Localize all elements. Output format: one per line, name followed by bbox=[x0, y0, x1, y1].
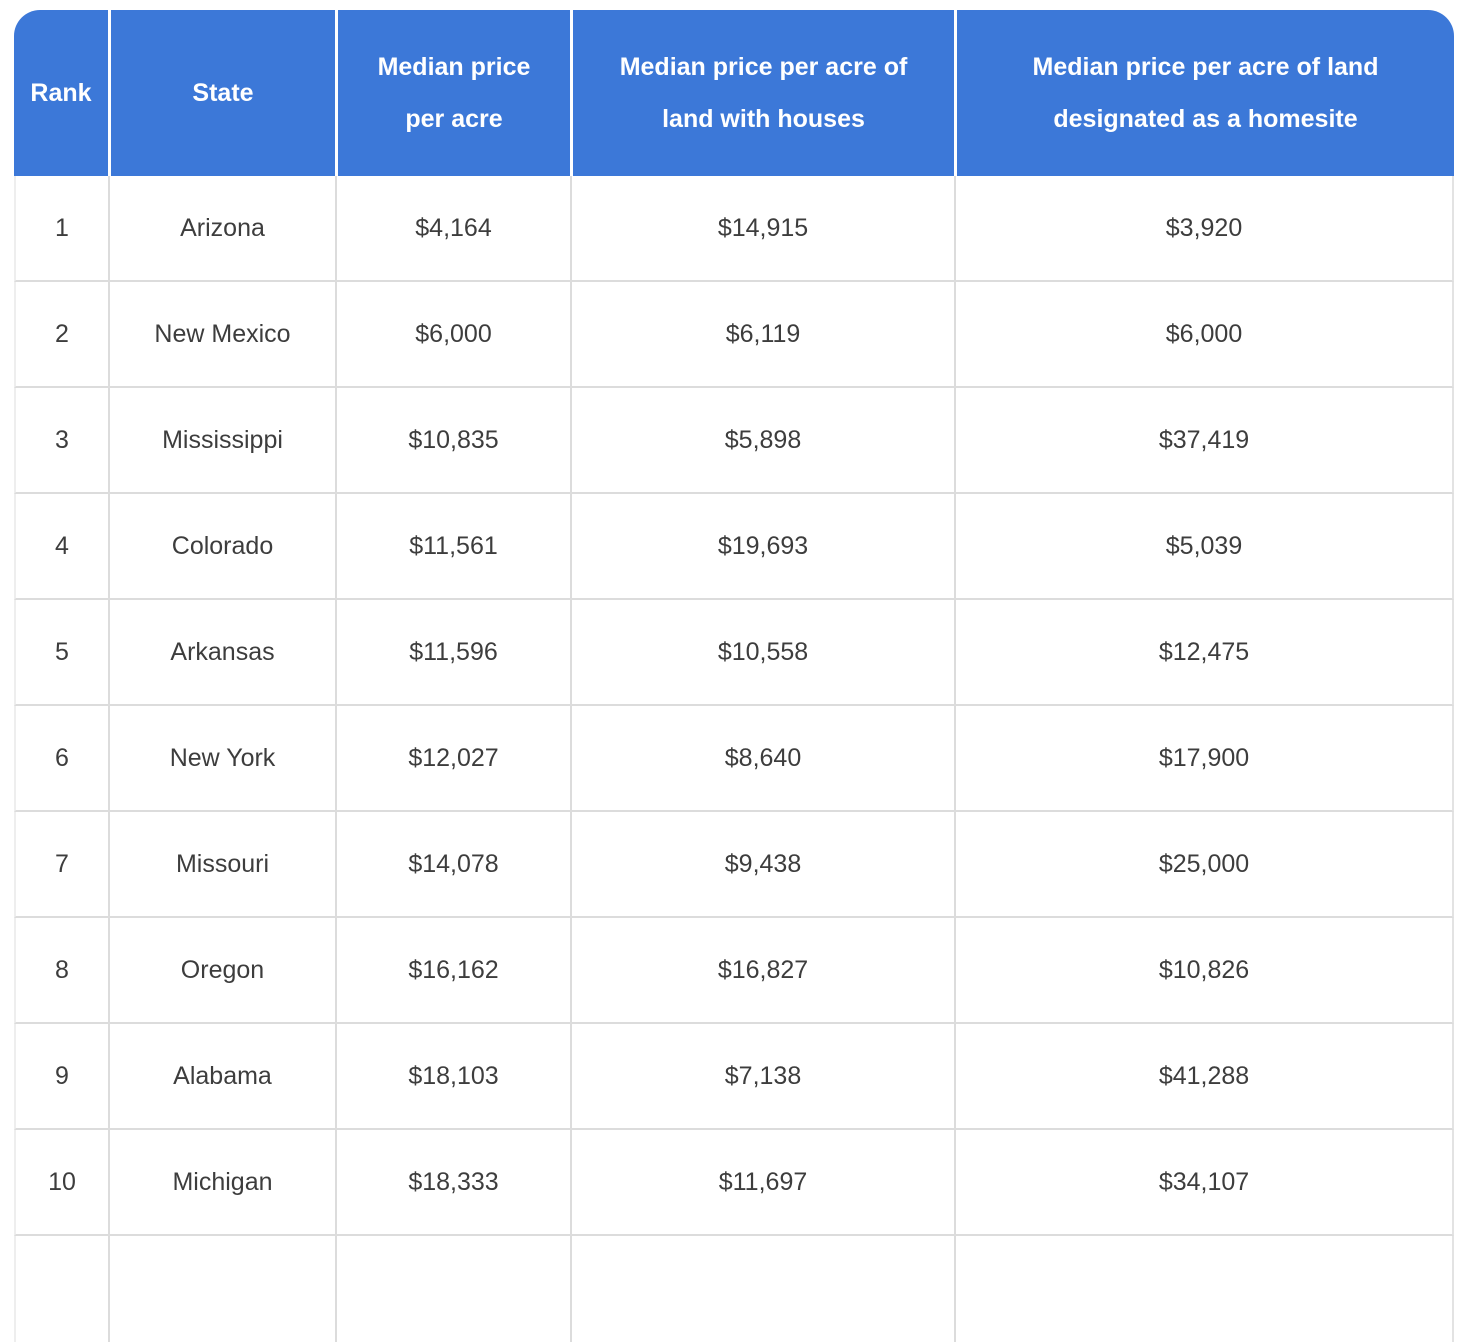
table-row: 4 Colorado $11,561 $19,693 $5,039 bbox=[14, 494, 1454, 600]
col-header-rank-label: Rank bbox=[30, 79, 92, 107]
cell-state: Alabama bbox=[108, 1024, 335, 1130]
col-header-median-price-line2: per acre bbox=[405, 105, 503, 133]
land-price-table: Rank State Median price per acre Median … bbox=[14, 10, 1454, 1342]
table-container: Rank State Median price per acre Median … bbox=[14, 10, 1454, 1342]
table-row: 5 Arkansas $11,596 $10,558 $12,475 bbox=[14, 600, 1454, 706]
cell-median-price-per-acre: $18,103 bbox=[335, 1024, 570, 1130]
cell-rank: 6 bbox=[14, 706, 108, 812]
cell-rank: 8 bbox=[14, 918, 108, 1024]
table-row: 10 Michigan $18,333 $11,697 $34,107 bbox=[14, 1130, 1454, 1236]
cell-median-price-per-acre: $18,333 bbox=[335, 1130, 570, 1236]
col-header-homesite-line1: Median price per acre of land bbox=[1032, 53, 1379, 81]
cell-state: New Mexico bbox=[108, 282, 335, 388]
cell-price-homesite: $12,475 bbox=[954, 600, 1454, 706]
table-body: 1 Arizona $4,164 $14,915 $3,920 2 New Mexico $6… bbox=[14, 176, 1454, 1342]
cell-price-homesite: $25,000 bbox=[954, 812, 1454, 918]
col-header-median-price-line1: Median price bbox=[377, 53, 531, 81]
col-header-median-price-per-acre: Median price per acre bbox=[335, 10, 570, 176]
cell-state: Mississippi bbox=[108, 388, 335, 494]
table-row: 3 Mississippi $10,835 $5,898 $37,419 bbox=[14, 388, 1454, 494]
col-header-price-land-with-houses: Median price per acre of land with house… bbox=[570, 10, 954, 176]
cell-median-price-per-acre: $16,162 bbox=[335, 918, 570, 1024]
cell-price-land-with-houses: $19,693 bbox=[570, 494, 954, 600]
cell-price-land-with-houses: $11,697 bbox=[570, 1130, 954, 1236]
cell-price-homesite: $5,039 bbox=[954, 494, 1454, 600]
cell-state: Arkansas bbox=[108, 600, 335, 706]
cell-median-price-per-acre: $6,000 bbox=[335, 282, 570, 388]
table-row: 1 Arizona $4,164 $14,915 $3,920 bbox=[14, 176, 1454, 282]
table-row: 6 New York $12,027 $8,640 $17,900 bbox=[14, 706, 1454, 812]
col-header-rank: Rank bbox=[14, 10, 108, 176]
cell-rank: 2 bbox=[14, 282, 108, 388]
col-header-houses-line1: Median price per acre of bbox=[619, 53, 908, 81]
cell-rank: 9 bbox=[14, 1024, 108, 1130]
cell-state: Michigan bbox=[108, 1130, 335, 1236]
cell-price-land-with-houses: $5,898 bbox=[570, 388, 954, 494]
cell-price-homesite: $37,419 bbox=[954, 388, 1454, 494]
table-row: 9 Alabama $18,103 $7,138 $41,288 bbox=[14, 1024, 1454, 1130]
cell-state: Missouri bbox=[108, 812, 335, 918]
table-row: 8 Oregon $16,162 $16,827 $10,826 bbox=[14, 918, 1454, 1024]
table-header: Rank State Median price per acre Median … bbox=[14, 10, 1454, 176]
cell-rank: 4 bbox=[14, 494, 108, 600]
cell-price-homesite: $3,920 bbox=[954, 176, 1454, 282]
cell-price-homesite: $34,107 bbox=[954, 1130, 1454, 1236]
cell-rank: 10 bbox=[14, 1130, 108, 1236]
cell-rank: 1 bbox=[14, 176, 108, 282]
table-row: 7 Missouri $14,078 $9,438 $25,000 bbox=[14, 812, 1454, 918]
cell-price-land-with-houses: $14,915 bbox=[570, 176, 954, 282]
cell-median-price-per-acre: $14,078 bbox=[335, 812, 570, 918]
col-header-homesite-line2: designated as a homesite bbox=[1053, 105, 1358, 133]
cell-rank: 5 bbox=[14, 600, 108, 706]
cell-price-land-with-houses: $7,138 bbox=[570, 1024, 954, 1130]
header-row: Rank State Median price per acre Median … bbox=[14, 10, 1454, 176]
col-header-state-label: State bbox=[192, 79, 254, 107]
cell-median-price-per-acre: $12,027 bbox=[335, 706, 570, 812]
cell-median-price-per-acre: $11,596 bbox=[335, 600, 570, 706]
cell-state: Colorado bbox=[108, 494, 335, 600]
cell-price-land-with-houses: $6,119 bbox=[570, 282, 954, 388]
table-row: 2 New Mexico $6,000 $6,119 $6,000 bbox=[14, 282, 1454, 388]
cell-price-homesite: $10,826 bbox=[954, 918, 1454, 1024]
cell-rank: 3 bbox=[14, 388, 108, 494]
col-header-state: State bbox=[108, 10, 335, 176]
cell-median-price-per-acre: $11,561 bbox=[335, 494, 570, 600]
cell-price-land-with-houses: $16,827 bbox=[570, 918, 954, 1024]
cell-price-land-with-houses: $10,558 bbox=[570, 600, 954, 706]
col-header-price-homesite: Median price per acre of land designated… bbox=[954, 10, 1454, 176]
cell-price-homesite: $41,288 bbox=[954, 1024, 1454, 1130]
cell-state: New York bbox=[108, 706, 335, 812]
cell-price-homesite: $17,900 bbox=[954, 706, 1454, 812]
cell-price-homesite: $6,000 bbox=[954, 282, 1454, 388]
cell-price-land-with-houses: $9,438 bbox=[570, 812, 954, 918]
cell-median-price-per-acre: $4,164 bbox=[335, 176, 570, 282]
cell-state: Oregon bbox=[108, 918, 335, 1024]
col-header-houses-line2: land with houses bbox=[662, 105, 865, 133]
cell-state: Arizona bbox=[108, 176, 335, 282]
cell-median-price-per-acre: $10,835 bbox=[335, 388, 570, 494]
cell-price-land-with-houses: $8,640 bbox=[570, 706, 954, 812]
cell-rank: 7 bbox=[14, 812, 108, 918]
